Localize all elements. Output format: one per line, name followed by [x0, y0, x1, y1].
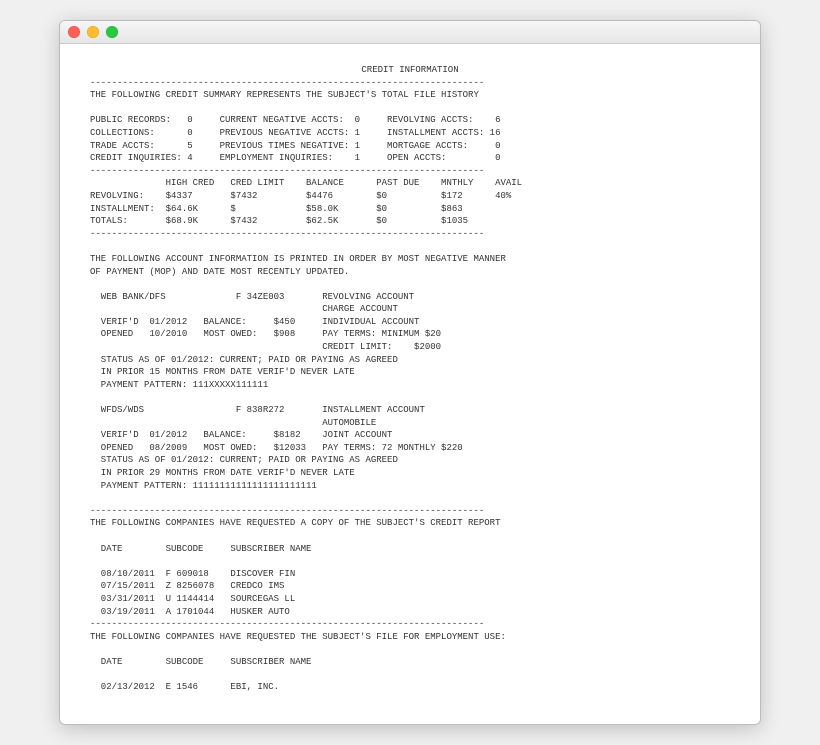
maximize-icon[interactable] — [106, 26, 118, 38]
app-window: CREDIT INFORMATION----------------------… — [59, 20, 761, 725]
balance-header: HIGH CRED CRED LIMIT BALANCE PAST DUE MN… — [90, 177, 730, 190]
acct1-line: IN PRIOR 15 MONTHS FROM DATE VERIF'D NEV… — [90, 366, 730, 379]
summary-row: PUBLIC RECORDS: 0 CURRENT NEGATIVE ACCTS… — [90, 114, 730, 127]
summary-row: TRADE ACCTS: 5 PREVIOUS TIMES NEGATIVE: … — [90, 140, 730, 153]
acct2-line: IN PRIOR 29 MONTHS FROM DATE VERIF'D NEV… — [90, 467, 730, 480]
balance-row: TOTALS: $68.9K $7432 $62.5K $0 $1035 — [90, 215, 730, 228]
inq-row: 03/31/2011 U 1144414 SOURCEGAS LL — [90, 593, 730, 606]
acct1-line: PAYMENT PATTERN: 111XXXXX111111 — [90, 379, 730, 392]
balance-row: REVOLVING: $4337 $7432 $4476 $0 $172 40% — [90, 190, 730, 203]
inq-row: 02/13/2012 E 1546 EBI, INC. — [90, 681, 730, 694]
divider: ----------------------------------------… — [90, 505, 730, 518]
acct1-line: WEB BANK/DFS F 34ZE003 REVOLVING ACCOUNT — [90, 291, 730, 304]
report-content: CREDIT INFORMATION----------------------… — [60, 44, 760, 724]
inq-emp-header: THE FOLLOWING COMPANIES HAVE REQUESTED T… — [90, 631, 730, 644]
close-icon[interactable] — [68, 26, 80, 38]
acct-intro: OF PAYMENT (MOP) AND DATE MOST RECENTLY … — [90, 266, 730, 279]
titlebar[interactable] — [60, 21, 760, 44]
summary-row: COLLECTIONS: 0 PREVIOUS NEGATIVE ACCTS: … — [90, 127, 730, 140]
summary-header: THE FOLLOWING CREDIT SUMMARY REPRESENTS … — [90, 89, 730, 102]
acct2-line: WFDS/WDS F 838R272 INSTALLMENT ACCOUNT — [90, 404, 730, 417]
divider: ----------------------------------------… — [90, 228, 730, 241]
summary-row: CREDIT INQUIRIES: 4 EMPLOYMENT INQUIRIES… — [90, 152, 730, 165]
inq-credit-header: THE FOLLOWING COMPANIES HAVE REQUESTED A… — [90, 517, 730, 530]
inq-cols: DATE SUBCODE SUBSCRIBER NAME — [90, 543, 730, 556]
divider: ----------------------------------------… — [90, 618, 730, 631]
acct1-line: CREDIT LIMIT: $2000 — [90, 341, 730, 354]
acct-intro: THE FOLLOWING ACCOUNT INFORMATION IS PRI… — [90, 253, 730, 266]
divider: ----------------------------------------… — [90, 77, 730, 90]
minimize-icon[interactable] — [87, 26, 99, 38]
acct1-line: OPENED 10/2010 MOST OWED: $908 PAY TERMS… — [90, 328, 730, 341]
acct1-line: STATUS AS OF 01/2012: CURRENT; PAID OR P… — [90, 354, 730, 367]
acct2-line: STATUS AS OF 01/2012: CURRENT; PAID OR P… — [90, 454, 730, 467]
acct1-line: CHARGE ACCOUNT — [90, 303, 730, 316]
acct1-line: VERIF'D 01/2012 BALANCE: $450 INDIVIDUAL… — [90, 316, 730, 329]
inq-cols: DATE SUBCODE SUBSCRIBER NAME — [90, 656, 730, 669]
acct2-line: AUTOMOBILE — [90, 417, 730, 430]
acct2-line: PAYMENT PATTERN: 11111111111111111111111 — [90, 480, 730, 493]
acct2-line: OPENED 08/2009 MOST OWED: $12033 PAY TER… — [90, 442, 730, 455]
inq-row: 07/15/2011 Z 8256078 CREDCO IMS — [90, 580, 730, 593]
balance-row: INSTALLMENT: $64.6K $ $58.0K $0 $863 — [90, 203, 730, 216]
inq-row: 03/19/2011 A 1701044 HUSKER AUTO — [90, 606, 730, 619]
acct2-line: VERIF'D 01/2012 BALANCE: $8182 JOINT ACC… — [90, 429, 730, 442]
inq-row: 08/10/2011 F 609018 DISCOVER FIN — [90, 568, 730, 581]
report-title: CREDIT INFORMATION — [90, 64, 730, 77]
divider: ----------------------------------------… — [90, 165, 730, 178]
